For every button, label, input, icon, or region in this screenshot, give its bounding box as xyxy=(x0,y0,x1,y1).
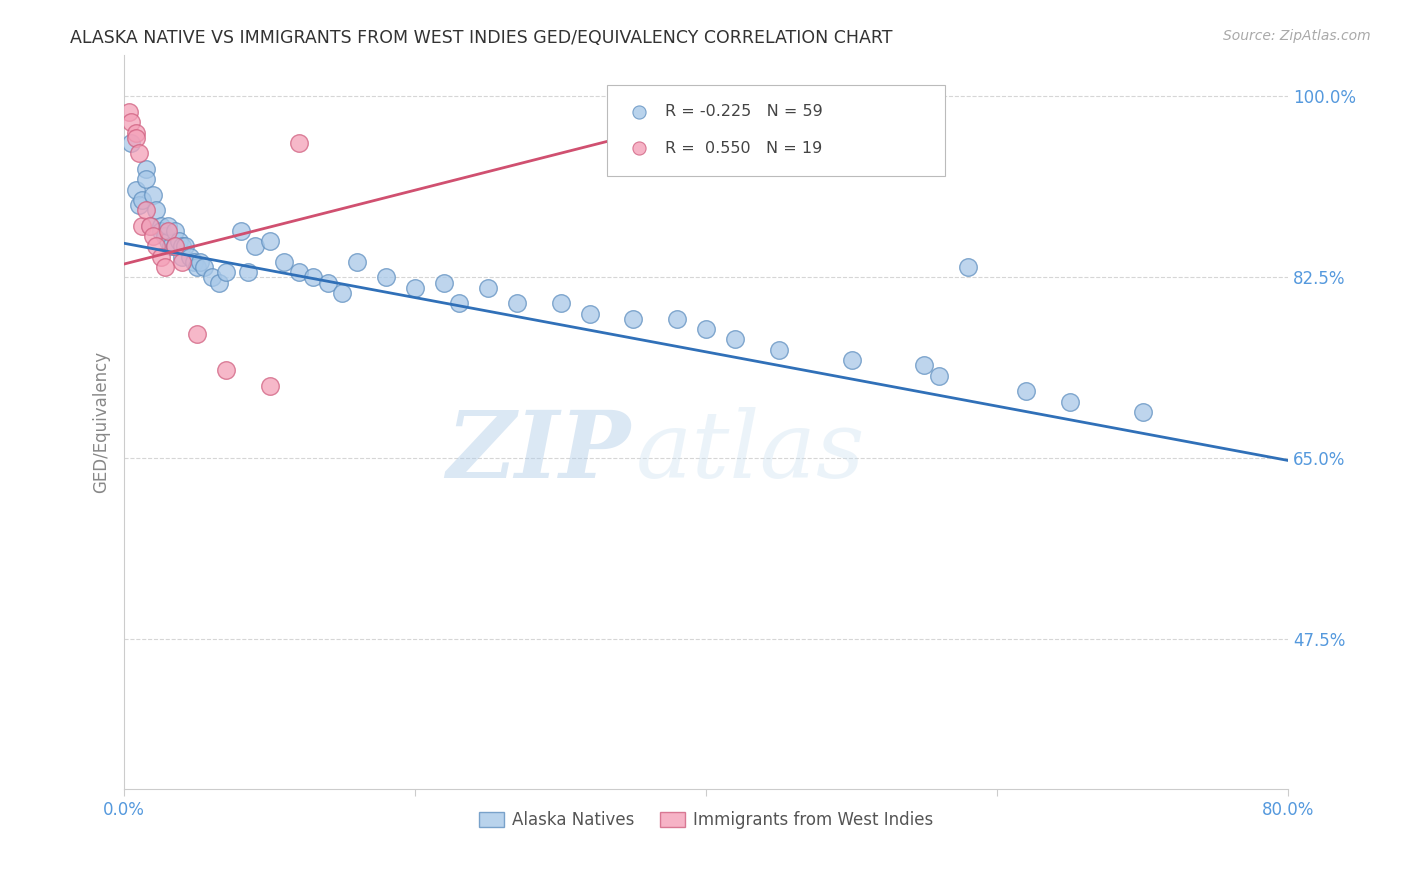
Point xyxy=(724,333,747,347)
Point xyxy=(125,126,148,140)
Point xyxy=(172,250,194,264)
Point xyxy=(756,220,779,235)
Point xyxy=(756,169,779,183)
Text: R = -0.225   N = 59: R = -0.225 N = 59 xyxy=(665,104,823,120)
Point xyxy=(131,193,153,207)
Point xyxy=(259,379,281,393)
Point xyxy=(145,239,167,253)
Point xyxy=(477,281,499,295)
Point xyxy=(956,260,979,274)
Point xyxy=(186,260,208,274)
Point xyxy=(841,353,863,368)
Point xyxy=(578,307,600,321)
Legend: Alaska Natives, Immigrants from West Indies: Alaska Natives, Immigrants from West Ind… xyxy=(472,805,941,836)
Point xyxy=(768,343,790,357)
Point xyxy=(125,131,148,145)
Point xyxy=(142,229,165,244)
Point xyxy=(165,239,187,253)
Point xyxy=(179,250,201,264)
Text: Source: ZipAtlas.com: Source: ZipAtlas.com xyxy=(1223,29,1371,43)
Point xyxy=(149,219,172,233)
Point xyxy=(200,270,222,285)
Point xyxy=(332,285,354,300)
FancyBboxPatch shape xyxy=(607,85,945,177)
Text: ZIP: ZIP xyxy=(446,407,630,497)
Point xyxy=(666,311,689,326)
Point xyxy=(506,296,529,310)
Point xyxy=(229,224,252,238)
Point xyxy=(1132,405,1154,419)
Point xyxy=(695,322,717,336)
Point xyxy=(117,105,139,120)
Point xyxy=(149,250,172,264)
Point xyxy=(243,239,266,253)
Point xyxy=(375,270,398,285)
Point xyxy=(288,136,311,150)
Point xyxy=(288,265,311,279)
Point xyxy=(159,239,181,253)
Text: ALASKA NATIVE VS IMMIGRANTS FROM WEST INDIES GED/EQUIVALENCY CORRELATION CHART: ALASKA NATIVE VS IMMIGRANTS FROM WEST IN… xyxy=(70,29,893,46)
Point xyxy=(165,224,187,238)
Point xyxy=(174,239,197,253)
Point xyxy=(139,219,162,233)
Point xyxy=(135,161,157,176)
Point xyxy=(316,276,339,290)
Point xyxy=(928,368,950,383)
Text: atlas: atlas xyxy=(637,407,866,497)
Point xyxy=(131,219,153,233)
Point xyxy=(215,363,238,377)
Point xyxy=(142,187,165,202)
Point xyxy=(273,255,295,269)
Point xyxy=(183,255,205,269)
Point xyxy=(188,255,211,269)
Point xyxy=(172,255,194,269)
Point xyxy=(145,203,167,218)
Point xyxy=(165,239,187,253)
Point xyxy=(128,146,150,161)
Point xyxy=(259,234,281,248)
Point xyxy=(169,234,191,248)
Point xyxy=(208,276,231,290)
Point xyxy=(621,311,644,326)
Point xyxy=(125,182,148,196)
Point xyxy=(121,115,143,129)
Point xyxy=(153,229,176,244)
Point xyxy=(912,359,935,373)
Point xyxy=(236,265,259,279)
Point xyxy=(153,260,176,274)
Point xyxy=(447,296,470,310)
Point xyxy=(1015,384,1038,399)
Point xyxy=(156,234,179,248)
Point xyxy=(149,224,172,238)
Text: R =  0.550   N = 19: R = 0.550 N = 19 xyxy=(665,141,823,156)
Point xyxy=(172,239,194,253)
Y-axis label: GED/Equivalency: GED/Equivalency xyxy=(93,351,110,493)
Point xyxy=(346,255,368,269)
Point xyxy=(156,219,179,233)
Point xyxy=(550,296,572,310)
Point xyxy=(215,265,238,279)
Point xyxy=(135,203,157,218)
Point xyxy=(139,219,162,233)
Point xyxy=(121,136,143,150)
Point xyxy=(135,172,157,186)
Point xyxy=(186,327,208,342)
Point xyxy=(156,224,179,238)
Point xyxy=(1059,394,1081,409)
Point xyxy=(193,260,215,274)
Point xyxy=(404,281,426,295)
Point xyxy=(302,270,325,285)
Point xyxy=(128,198,150,212)
Point xyxy=(433,276,456,290)
